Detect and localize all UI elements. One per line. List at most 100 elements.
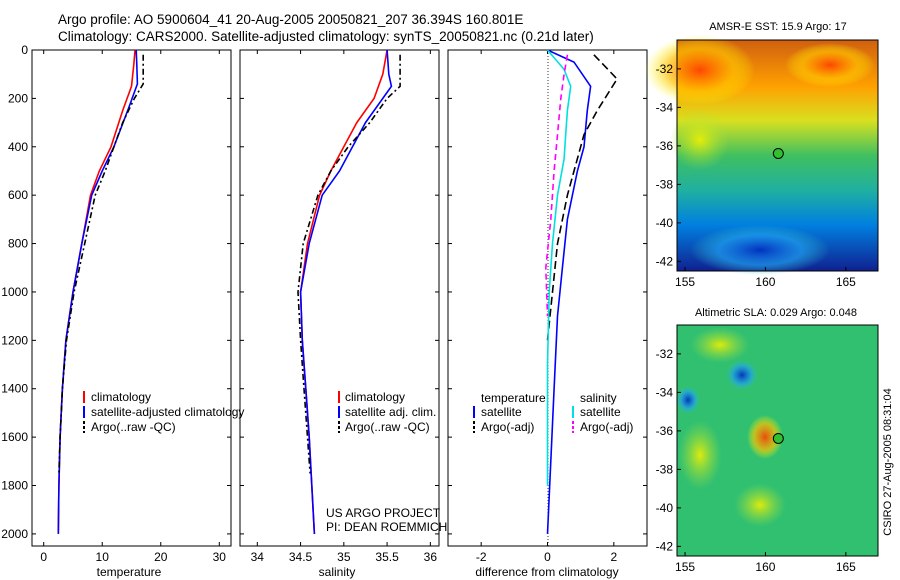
depth-tick-label: 600 (8, 188, 28, 202)
difference-legend: temperature satellite Argo(-adj) salinit… (473, 391, 633, 434)
sst-map-axes: 155 160 165 -32 -34 -36 -38 -40 -42 (656, 62, 857, 289)
map-ytick-label: -36 (656, 424, 674, 438)
map-xtick-label: 165 (836, 275, 856, 289)
argo-float-marker-sla (772, 432, 784, 444)
sal-series-1 (299, 50, 393, 534)
temp-xtick-label: 0 (40, 550, 47, 564)
sst-warm-region-east (785, 43, 875, 87)
legend-temp-satellite: satellite (481, 405, 522, 419)
legend-sal-satellite-diff: satellite (580, 405, 621, 419)
map-ytick-label: -40 (656, 501, 674, 515)
map-xtick-label: 155 (675, 560, 695, 574)
depth-tick-label: 1800 (1, 479, 28, 493)
temp-series-2 (58, 54, 144, 474)
legend-sal-argo-diff: Argo(-adj) (580, 420, 633, 434)
salinity-xlabel: salinity (319, 565, 356, 579)
map-ytick-label: -34 (656, 100, 674, 114)
salinity-x-axis: 34 34.5 35 35.5 36 (251, 50, 438, 564)
depth-tick-label: 0 (21, 43, 28, 57)
depth-tick-label: 400 (8, 140, 28, 154)
sal-xtick-label: 35 (337, 550, 351, 564)
sal-xtick-label: 34 (251, 550, 265, 564)
difference-xlabel: difference from climatology (475, 565, 618, 579)
salinity-panel: 34 34.5 35 35.5 36 salinity climatology sate… (239, 49, 447, 579)
header-line-1: Argo profile: AO 5900604_41 20-Aug-2005 … (58, 12, 524, 27)
depth-tick-label: 1000 (1, 285, 28, 299)
map-xtick-label: 155 (675, 275, 695, 289)
map-ytick-label: -42 (656, 539, 674, 553)
temp-xtick-label: 10 (96, 550, 110, 564)
diff-xtick-label: 0 (544, 550, 551, 564)
map-ytick-label: -34 (656, 385, 674, 399)
sla-blue-north (726, 360, 758, 390)
sla-map-panel: Altimetric SLA: 0.029 Argo: 0.048 155 160… (656, 307, 879, 574)
map-xtick-label: 160 (755, 560, 775, 574)
sla-yellow-west (678, 420, 722, 490)
legend-sal-satellite: satellite adj. clim. (345, 405, 436, 419)
sal-series-0 (299, 50, 388, 534)
argo-float-marker (772, 147, 784, 159)
map-ytick-label: -32 (656, 62, 674, 76)
depth-tick-label: 800 (8, 237, 28, 251)
map-ytick-label: -36 (656, 139, 674, 153)
diff-xtick-label: -2 (476, 550, 487, 564)
map-ytick-label: -38 (656, 462, 674, 476)
legend-sal-climatology: climatology (345, 390, 405, 404)
map-ytick-label: -42 (656, 254, 674, 268)
sal-xtick-label: 34.5 (289, 550, 313, 564)
map-ytick-label: -32 (656, 347, 674, 361)
map-ytick-label: -40 (656, 216, 674, 230)
legend-sal-argo: Argo(..raw -QC) (345, 420, 430, 434)
sst-map-title: AMSR-E SST: 15.9 Argo: 17 (709, 21, 847, 33)
diff-xtick-label: 2 (610, 550, 617, 564)
legend-argo: Argo(..raw -QC) (91, 420, 176, 434)
sal-series-2 (297, 54, 401, 474)
legend-temp-argo: Argo(-adj) (481, 420, 534, 434)
temperature-x-axis: 0 10 20 30 (40, 50, 226, 564)
temperature-axes-box (31, 49, 232, 547)
depth-tick-label: 200 (8, 91, 28, 105)
map-xtick-label: 160 (755, 275, 775, 289)
sal-xtick-label: 36 (424, 550, 438, 564)
legend-temperature-heading: temperature (481, 391, 546, 405)
diff-series-1 (546, 54, 619, 341)
depth-axis: 0 200 400 600 800 1000 1200 1400 1600 1800 2000 (1, 43, 647, 541)
difference-panel: -2 0 2 difference from climatology tempera… (447, 49, 648, 579)
sla-blue-west (676, 386, 700, 414)
sla-yellow-south (734, 483, 786, 527)
sla-map-axes: 155 160 165 -32 -34 -36 -38 -40 -42 (656, 347, 857, 574)
temp-xtick-label: 20 (154, 550, 168, 564)
depth-tick-label: 2000 (1, 527, 28, 541)
legend-salinity-heading: salinity (580, 391, 617, 405)
legend-climatology: climatology (91, 390, 151, 404)
map-ytick-label: -38 (656, 177, 674, 191)
temperature-legend: climatology satellite-adjusted climatolo… (83, 390, 244, 434)
sst-yellow-tongue (670, 110, 730, 170)
sst-map-frame (676, 39, 879, 272)
credit-pi: PI: DEAN ROEMMICH (326, 520, 447, 534)
map-xtick-label: 165 (836, 560, 856, 574)
header-line-2: Climatology: CARS2000. Satellite-adjuste… (58, 29, 594, 44)
sst-cool-region (690, 225, 830, 275)
sst-map-panel: AMSR-E SST: 15.9 Argo: 17 155 160 165 -32 -3… (645, 21, 879, 289)
sla-warm-eddy (747, 415, 783, 459)
sla-yellow-north (690, 327, 750, 363)
credit-project: US ARGO PROJECT (326, 506, 441, 520)
sst-warm-region (645, 35, 755, 105)
temperature-xlabel: temperature (97, 565, 162, 579)
temp-xtick-label: 30 (213, 550, 227, 564)
depth-tick-label: 1600 (1, 430, 28, 444)
sla-map-frame (676, 324, 879, 557)
difference-lines (544, 50, 619, 534)
sla-map-title: Altimetric SLA: 0.029 Argo: 0.048 (695, 307, 857, 319)
legend-satellite-adjusted: satellite-adjusted climatology (91, 405, 244, 419)
depth-tick-label: 1400 (1, 382, 28, 396)
depth-tick-label: 1200 (1, 333, 28, 347)
sal-xtick-label: 35.5 (375, 550, 399, 564)
salinity-legend: climatology satellite adj. clim. Argo(..… (338, 390, 436, 434)
diff-series-2 (546, 50, 572, 486)
temp-series-1 (57, 50, 139, 534)
diff-series-3 (544, 54, 569, 317)
